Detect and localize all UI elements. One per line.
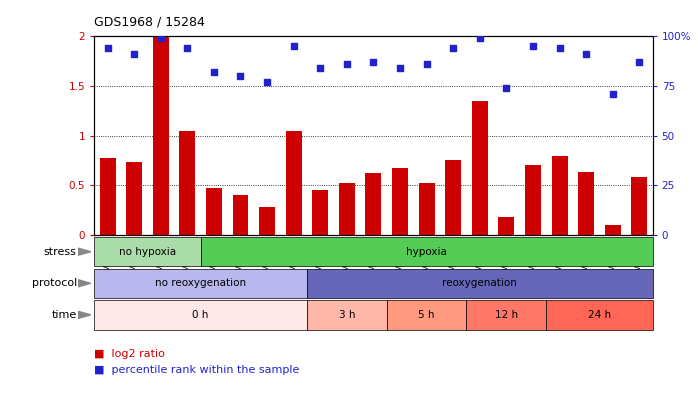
Text: ■  percentile rank within the sample: ■ percentile rank within the sample [94, 365, 299, 375]
Point [235, 73, 246, 79]
Bar [100, 158, 115, 235]
Bar [339, 183, 355, 235]
Text: 5 h: 5 h [418, 310, 435, 320]
Text: GDS1968 / 15284: GDS1968 / 15284 [94, 15, 205, 28]
Polygon shape [78, 248, 91, 255]
Point [155, 35, 166, 42]
Text: 12 h: 12 h [495, 310, 518, 320]
Point [581, 51, 592, 58]
Point [634, 59, 645, 66]
Bar [179, 131, 195, 235]
Bar [285, 131, 302, 235]
Text: 0 h: 0 h [193, 310, 209, 320]
Text: time: time [52, 310, 77, 320]
Point [474, 35, 485, 42]
Point [500, 85, 512, 91]
Text: stress: stress [44, 247, 77, 257]
Bar [259, 207, 275, 235]
Text: ■  log2 ratio: ■ log2 ratio [94, 349, 165, 359]
Point [554, 45, 565, 51]
Text: 3 h: 3 h [339, 310, 355, 320]
Bar [392, 168, 408, 235]
Bar [525, 165, 541, 235]
Bar [419, 183, 435, 235]
Point [288, 43, 299, 50]
Text: no reoxygenation: no reoxygenation [155, 278, 246, 288]
Point [102, 45, 113, 51]
Bar [551, 156, 567, 235]
Bar [153, 36, 169, 235]
Text: protocol: protocol [31, 278, 77, 288]
Point [607, 91, 618, 97]
Point [421, 61, 432, 68]
Point [262, 79, 273, 85]
Polygon shape [78, 280, 91, 287]
Point [181, 45, 193, 51]
Text: 24 h: 24 h [588, 310, 611, 320]
Point [341, 61, 352, 68]
Text: reoxygenation: reoxygenation [443, 278, 517, 288]
Polygon shape [78, 311, 91, 318]
Point [368, 59, 379, 66]
Point [128, 51, 140, 58]
Bar [312, 190, 328, 235]
Point [447, 45, 459, 51]
Bar [445, 160, 461, 235]
Point [315, 65, 326, 71]
Bar [632, 177, 647, 235]
Bar [232, 195, 248, 235]
Point [208, 69, 219, 75]
Point [528, 43, 539, 50]
Text: hypoxia: hypoxia [406, 247, 447, 257]
Bar [498, 217, 514, 235]
Bar [206, 188, 222, 235]
Bar [472, 101, 488, 235]
Bar [366, 173, 381, 235]
Bar [578, 173, 594, 235]
Text: no hypoxia: no hypoxia [119, 247, 176, 257]
Bar [126, 162, 142, 235]
Point [394, 65, 406, 71]
Bar [604, 225, 621, 235]
